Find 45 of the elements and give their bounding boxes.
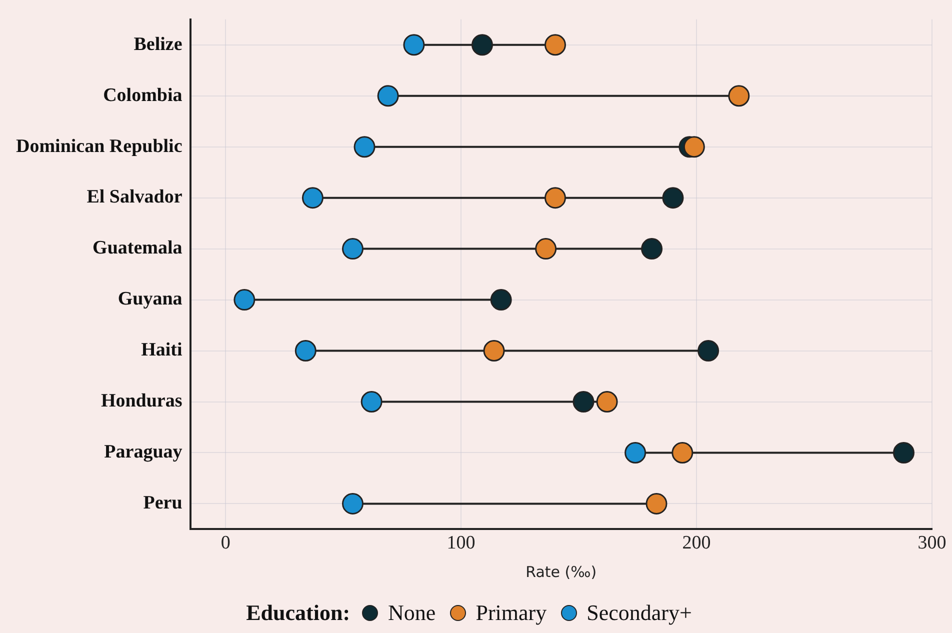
- point: [360, 391, 382, 412]
- point: [472, 34, 493, 56]
- y-tick-label: Peru: [143, 492, 183, 514]
- legend-label: Primary: [476, 600, 547, 625]
- point: [728, 85, 750, 107]
- point: [641, 238, 663, 260]
- point: [403, 34, 425, 56]
- y-tick-label: Dominican Republic: [16, 136, 182, 157]
- point: [234, 289, 256, 311]
- y-tick-label: Paraguay: [104, 442, 183, 463]
- y-tick-label: Haiti: [141, 340, 182, 361]
- point: [646, 492, 668, 514]
- point: [342, 238, 364, 260]
- x-tick-label: 200: [682, 532, 711, 554]
- y-tick-label: Honduras: [100, 390, 182, 412]
- point: [294, 340, 316, 362]
- y-tick-label: Colombia: [103, 84, 183, 106]
- legend-label: None: [388, 600, 436, 625]
- y-tick-label: Guyana: [118, 288, 183, 310]
- point: [892, 442, 914, 464]
- x-tick-label: 100: [446, 532, 476, 554]
- y-tick-label: Guatemala: [92, 238, 183, 259]
- point: [596, 391, 618, 412]
- point: [354, 136, 376, 158]
- x-tick-label: 300: [918, 532, 946, 554]
- point: [544, 34, 566, 56]
- x-axis-title: Rate (‰): [526, 562, 597, 581]
- point: [572, 391, 594, 412]
- point: [683, 136, 705, 158]
- point: [535, 238, 557, 260]
- y-tick-label: El Salvador: [86, 186, 183, 208]
- point: [698, 340, 720, 362]
- point: [624, 442, 646, 464]
- point: [342, 492, 364, 514]
- y-tick-label: Belize: [134, 34, 182, 55]
- point: [662, 187, 684, 209]
- point: [672, 442, 694, 464]
- x-tick-label: 0: [220, 532, 230, 554]
- legend-title: Education:: [246, 600, 350, 625]
- legend-label: Secondary+: [586, 600, 692, 625]
- point: [490, 289, 512, 311]
- point: [377, 85, 399, 107]
- point: [483, 340, 505, 362]
- point: [302, 187, 324, 209]
- point: [544, 187, 566, 209]
